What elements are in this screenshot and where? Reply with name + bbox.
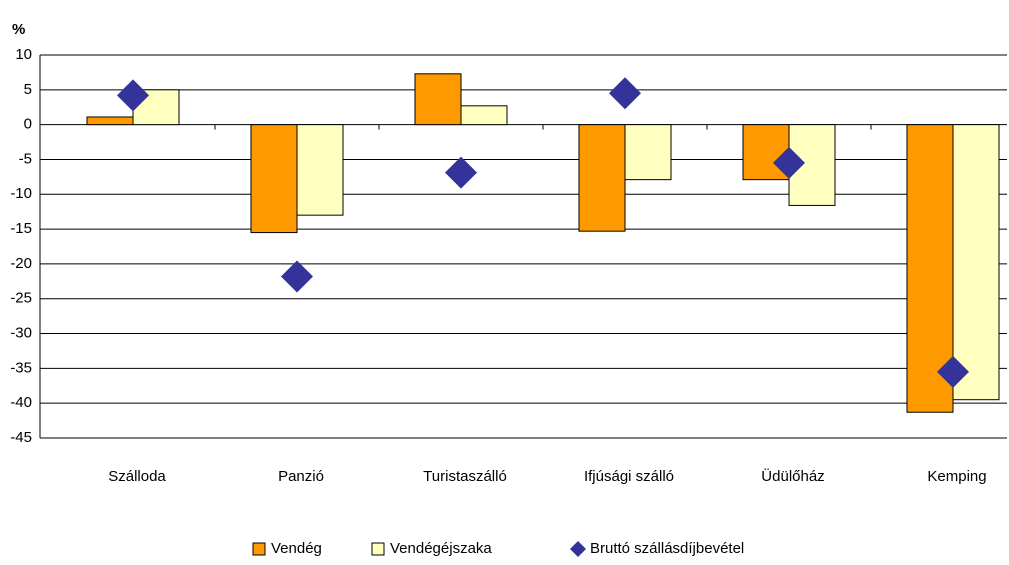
y-tick-label: -25 [10, 290, 32, 307]
legend-label: Vendég [271, 540, 322, 557]
y-tick-label: -35 [10, 359, 32, 376]
diamond-marker [937, 355, 969, 388]
bar [952, 124, 1000, 401]
y-tick-label: -20 [10, 255, 32, 272]
diamond-marker [445, 156, 477, 189]
bar [578, 124, 626, 232]
bar [296, 124, 344, 216]
x-tick-label: Üdülőház [761, 467, 824, 485]
y-tick-label: -30 [10, 325, 32, 342]
x-tick-label: Kemping [927, 468, 986, 485]
diamond-marker [773, 146, 805, 179]
bar [250, 124, 298, 234]
y-tick-label: 5 [24, 81, 32, 98]
legend-label: Vendégéjszaka [390, 540, 492, 557]
y-tick-label: 0 [24, 116, 32, 133]
legend-swatch [252, 542, 266, 556]
bar [460, 105, 508, 126]
y-tick-label: -40 [10, 394, 32, 411]
y-tick-label: -15 [10, 220, 32, 237]
y-tick-label: -5 [19, 150, 32, 167]
legend-swatch [371, 542, 385, 556]
y-tick-label: -45 [10, 429, 32, 446]
bar [624, 124, 672, 181]
legend-swatch [570, 541, 586, 557]
y-axis-label: % [12, 21, 25, 38]
x-tick-label: Szálloda [108, 468, 166, 485]
bar [86, 116, 134, 126]
diamond-marker [281, 260, 313, 293]
y-tick-label: 10 [15, 46, 32, 63]
y-tick-label: -10 [10, 185, 32, 202]
x-tick-label: Turistaszálló [423, 468, 507, 485]
bar [414, 73, 462, 126]
diamond-marker [117, 79, 149, 112]
diamond-marker [609, 77, 641, 110]
x-tick-label: Panzió [278, 468, 324, 485]
legend-label: Bruttó szállásdíjbevétel [590, 540, 744, 557]
x-tick-label: Ifjúsági szálló [584, 468, 674, 485]
